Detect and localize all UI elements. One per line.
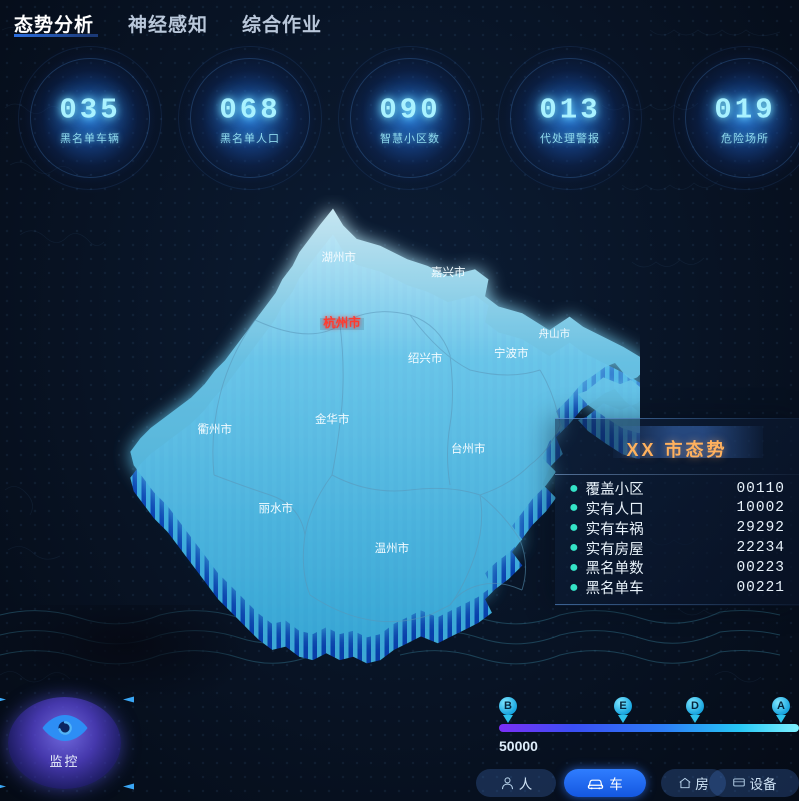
svg-text:绍兴市: 绍兴市 bbox=[408, 351, 443, 365]
svg-text:宁波市: 宁波市 bbox=[494, 346, 529, 360]
svg-text:嘉兴市: 嘉兴市 bbox=[431, 265, 466, 279]
svg-text:台州市: 台州市 bbox=[451, 442, 486, 456]
svg-text:舟山市: 舟山市 bbox=[539, 327, 571, 340]
svg-text:杭州市: 杭州市 bbox=[323, 315, 361, 330]
svg-text:温州市: 温州市 bbox=[375, 541, 410, 555]
svg-text:衢州市: 衢州市 bbox=[198, 422, 233, 436]
svg-text:湖州市: 湖州市 bbox=[322, 250, 357, 264]
svg-text:金华市: 金华市 bbox=[315, 412, 350, 426]
svg-text:丽水市: 丽水市 bbox=[259, 501, 294, 515]
